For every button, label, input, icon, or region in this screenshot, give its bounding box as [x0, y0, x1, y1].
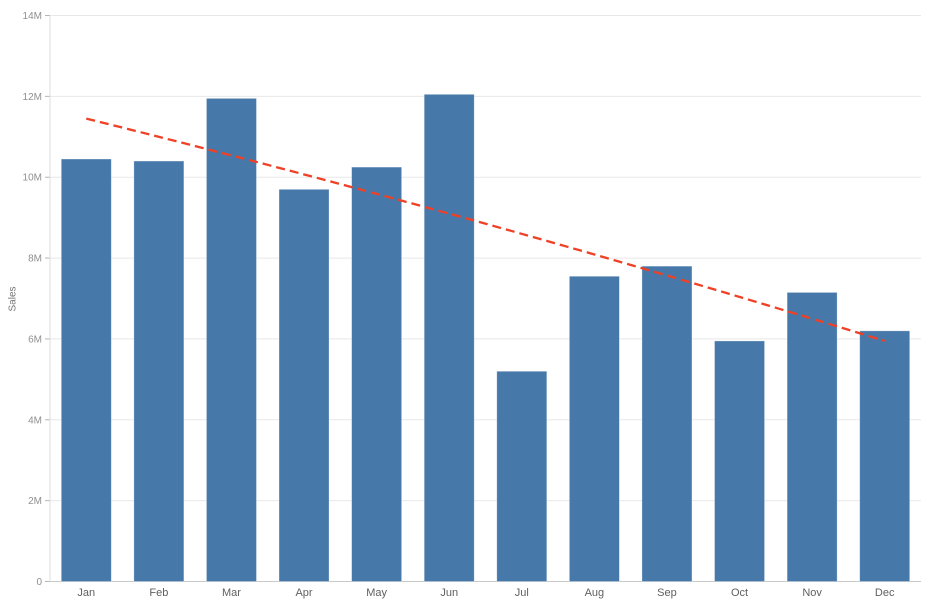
bar-jun[interactable]: [423, 93, 475, 582]
bar-nov[interactable]: [786, 292, 838, 582]
x-tick-label-jan: Jan: [77, 587, 95, 599]
x-tick-label-jun: Jun: [440, 587, 458, 599]
y-axis-title: Sales: [7, 286, 19, 312]
y-tick-label-4M: 4M: [28, 415, 42, 426]
x-tick-label-jul: Jul: [515, 587, 529, 599]
bar-sep[interactable]: [641, 265, 693, 582]
y-tick-label-14M: 14M: [23, 11, 42, 22]
bar-jul[interactable]: [496, 370, 548, 582]
x-tick-label-mar: Mar: [222, 587, 241, 599]
x-tick-label-nov: Nov: [802, 587, 822, 599]
y-tick-label-8M: 8M: [28, 254, 42, 265]
y-tick-label-12M: 12M: [23, 92, 42, 103]
x-tick-label-oct: Oct: [731, 587, 748, 599]
x-tick-label-may: May: [366, 587, 387, 599]
y-tick-label-2M: 2M: [28, 496, 42, 507]
y-tick-label-6M: 6M: [28, 334, 42, 345]
x-tick-label-aug: Aug: [585, 587, 605, 599]
x-tick-label-feb: Feb: [149, 587, 168, 599]
bar-dec[interactable]: [859, 330, 911, 582]
bar-aug[interactable]: [569, 275, 620, 582]
y-tick-label-0: 0: [36, 577, 42, 588]
trend-line: [86, 117, 886, 343]
y-tick-label-10M: 10M: [23, 173, 42, 184]
x-tick-label-sep: Sep: [657, 587, 677, 599]
x-tick-label-dec: Dec: [875, 587, 895, 599]
bar-may[interactable]: [351, 166, 402, 582]
x-tick-label-apr: Apr: [295, 587, 312, 599]
bar-apr[interactable]: [278, 188, 330, 582]
bar-feb[interactable]: [133, 160, 185, 582]
bar-oct[interactable]: [714, 340, 765, 582]
bar-jan[interactable]: [60, 158, 112, 582]
bar-mar[interactable]: [206, 98, 257, 582]
